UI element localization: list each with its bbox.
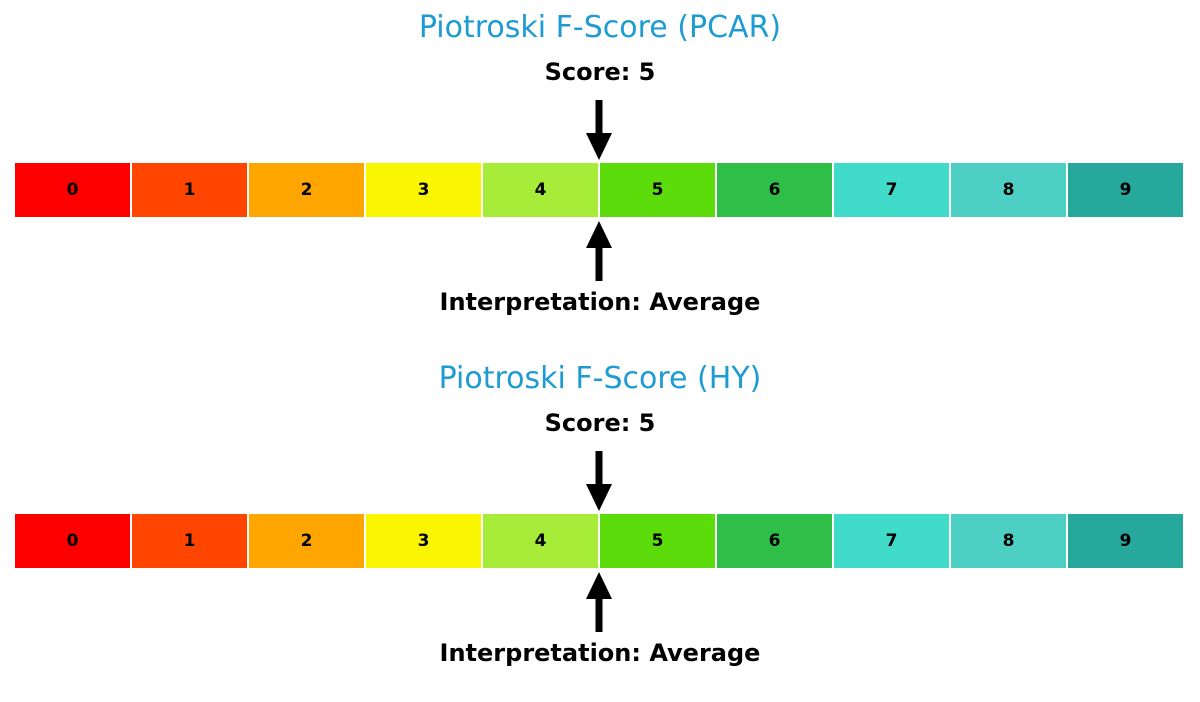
scale-segment-4: 4 — [482, 162, 599, 218]
scale-segment-0: 0 — [14, 162, 131, 218]
scale-segment-7: 7 — [833, 513, 950, 569]
chart-title-pcar: Piotroski F-Score (PCAR) — [418, 10, 782, 45]
scale-segment-4: 4 — [482, 513, 599, 569]
scale-segment-8: 8 — [950, 162, 1067, 218]
scale-segment-2: 2 — [248, 513, 365, 569]
scale-segment-9: 9 — [1067, 162, 1184, 218]
interpretation-marker-up-arrow-icon — [586, 221, 612, 281]
interpretation-marker-up-arrow-icon — [586, 572, 612, 632]
score-label-hy: Score: 5 — [544, 409, 656, 437]
score-label-pcar: Score: 5 — [544, 58, 656, 86]
scale-segment-5: 5 — [599, 162, 716, 218]
scale-segment-1: 1 — [131, 162, 248, 218]
interpretation-label-pcar: Interpretation: Average — [439, 288, 761, 316]
scale-segment-6: 6 — [716, 162, 833, 218]
interpretation-label-hy: Interpretation: Average — [439, 639, 761, 667]
score-marker-down-arrow-icon — [586, 451, 612, 511]
score-marker-down-arrow-icon — [586, 100, 612, 160]
scale-segment-7: 7 — [833, 162, 950, 218]
scale-segment-8: 8 — [950, 513, 1067, 569]
scale-segment-0: 0 — [14, 513, 131, 569]
scale-segment-2: 2 — [248, 162, 365, 218]
scale-segment-6: 6 — [716, 513, 833, 569]
scale-segment-1: 1 — [131, 513, 248, 569]
scale-segment-9: 9 — [1067, 513, 1184, 569]
chart-title-hy: Piotroski F-Score (HY) — [438, 361, 762, 396]
scale-segment-3: 3 — [365, 513, 482, 569]
scale-segment-5: 5 — [599, 513, 716, 569]
scale-segment-3: 3 — [365, 162, 482, 218]
